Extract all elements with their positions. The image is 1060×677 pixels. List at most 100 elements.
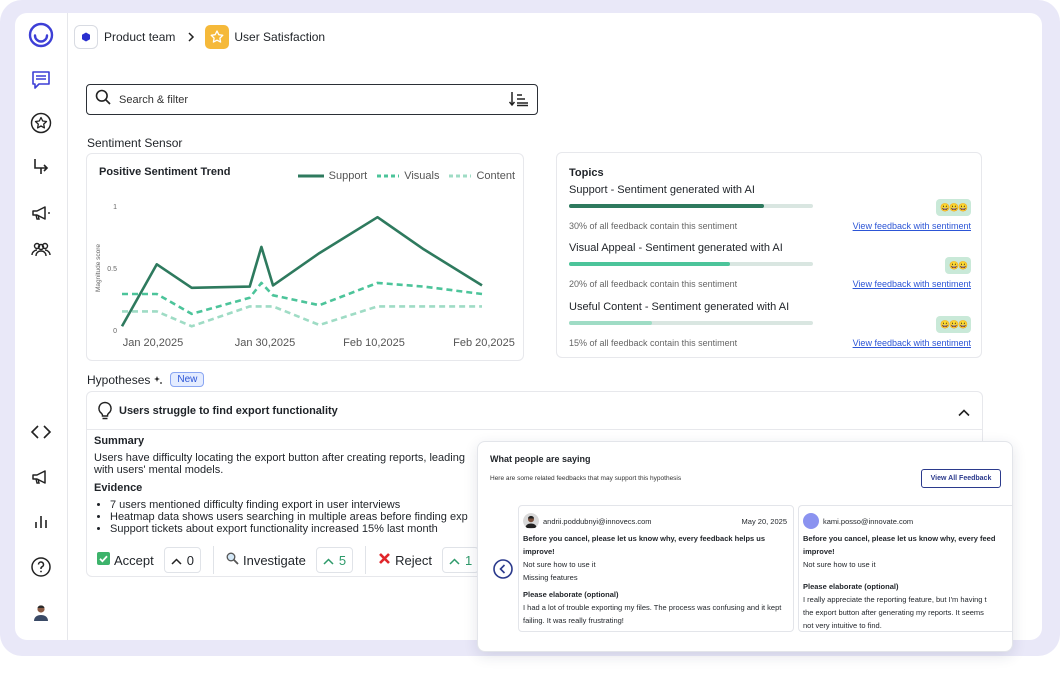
- investigate-button[interactable]: Investigate: [226, 552, 306, 568]
- breadcrumb-chevron-icon: [187, 30, 195, 45]
- feedback-answer: I had a lot of trouble exporting my file…: [523, 603, 782, 625]
- chevron-up-icon[interactable]: [958, 404, 970, 422]
- chevron-left-icon: [493, 559, 513, 579]
- legend-visuals: Visuals: [377, 170, 440, 182]
- x-tick-label: Feb 10,2025: [343, 337, 405, 349]
- emoji-badge: 😀😀: [945, 257, 971, 274]
- sentiment-trend-chart: 0 0.5 1 Magnitude score Jan 20,2025 Jan 30,20…: [95, 204, 515, 349]
- lightbulb-icon: [96, 401, 114, 426]
- help-icon[interactable]: [27, 553, 55, 581]
- evidence-item: Support tickets about export functionali…: [110, 523, 514, 535]
- feedback-card[interactable]: andrii.poddubnyi@innovecs.com May 20, 20…: [518, 505, 794, 632]
- feedback-chat-icon[interactable]: [27, 66, 55, 94]
- star-icon: [205, 25, 230, 49]
- summary-heading: Summary: [94, 435, 145, 447]
- feedback-answer: Not sure how to use it: [523, 560, 596, 569]
- new-badge: New: [170, 372, 205, 387]
- code-icon[interactable]: [27, 418, 55, 446]
- feedback-answer: Missing features: [523, 573, 578, 582]
- series-line-content: [122, 305, 482, 328]
- hypothesis-header[interactable]: Users struggle to find export functional…: [87, 392, 982, 430]
- accept-button[interactable]: Accept: [97, 552, 154, 568]
- users-icon[interactable]: [27, 235, 55, 263]
- megaphone-icon[interactable]: [27, 199, 55, 227]
- topic-progress-track: [569, 262, 813, 266]
- feedback-email: kami.posso@innovate.com: [823, 516, 914, 526]
- sort-icon[interactable]: [508, 91, 529, 112]
- chevron-up-icon: [171, 553, 182, 568]
- topic-useful-content: Useful Content - Sentiment generated wit…: [569, 301, 971, 359]
- legend-support: Support: [297, 170, 368, 182]
- sidebar: [15, 13, 68, 640]
- avatar: [523, 513, 539, 529]
- feedback-question: Before you cancel, please let us know wh…: [523, 534, 766, 556]
- x-tick-label: Jan 20,2025: [123, 337, 184, 349]
- y-tick-label: 1: [113, 204, 117, 211]
- breadcrumb-team[interactable]: Product team: [104, 30, 176, 44]
- feedback-question: Please elaborate (optional): [803, 582, 899, 591]
- chevron-up-icon: [449, 553, 460, 568]
- topic-share: 20% of all feedback contain this sentime…: [569, 279, 738, 289]
- topic-share: 30% of all feedback contain this sentime…: [569, 221, 738, 231]
- chart-legend: Support Visuals Content: [288, 170, 515, 182]
- series-line-visuals: [122, 281, 483, 316]
- topic-progress-track: [569, 204, 813, 208]
- sparkle-icon: [154, 373, 163, 387]
- popup-title: What people are saying: [490, 454, 591, 464]
- topic-progress-fill: [569, 204, 765, 208]
- accept-vote-button[interactable]: 0: [163, 547, 201, 573]
- feedback-answer: I really appreciate the reporting featur…: [803, 595, 987, 604]
- legend-content: Content: [449, 170, 515, 182]
- route-arrow-icon[interactable]: [27, 153, 55, 181]
- view-feedback-link[interactable]: View feedback with sentiment: [852, 279, 971, 289]
- search-input[interactable]: [119, 93, 499, 106]
- chart-title: Positive Sentiment Trend: [99, 166, 231, 178]
- feedback-question: Please elaborate (optional): [523, 590, 619, 599]
- search-bar: [86, 84, 538, 115]
- evidence-list: 7 users mentioned difficulty finding exp…: [94, 499, 514, 535]
- y-axis-label: Magnitude score: [95, 244, 102, 292]
- feedback-answer: Not sure how to use it: [803, 560, 876, 569]
- view-all-feedback-button[interactable]: View All Feedback: [921, 469, 1001, 488]
- search-icon: [95, 89, 111, 110]
- investigate-vote-button[interactable]: 5: [315, 547, 354, 573]
- view-feedback-link[interactable]: View feedback with sentiment: [852, 338, 971, 348]
- reject-count: 1: [464, 552, 473, 568]
- topic-share: 15% of all feedback contain this sentime…: [569, 338, 738, 348]
- hypothesis-actions: Accept 0 Investigate 5: [97, 546, 480, 574]
- magnifier-icon: [226, 552, 239, 568]
- popup-subtitle: Here are some related feedbacks that may…: [490, 475, 682, 482]
- carousel-prev-button[interactable]: [493, 559, 513, 584]
- evidence-item: Heatmap data shows users searching in mu…: [110, 511, 514, 523]
- topic-progress-track: [569, 321, 813, 325]
- avatar: [803, 513, 819, 529]
- divider: [365, 546, 367, 574]
- feedback-answer: not very intuitive to find.: [803, 621, 882, 630]
- breadcrumb: Product team User Satisfaction: [74, 24, 325, 50]
- divider: [212, 546, 214, 574]
- emoji-badge: 😀😀😀: [936, 316, 971, 333]
- view-feedback-link[interactable]: View feedback with sentiment: [852, 221, 971, 231]
- topic-progress-fill: [569, 321, 652, 325]
- feedback-popup: What people are saying Here are some rel…: [477, 441, 1013, 652]
- reject-button[interactable]: Reject: [378, 552, 432, 568]
- feedback-question: improve!: [803, 547, 835, 556]
- y-tick-label: 0.5: [107, 266, 117, 273]
- user-avatar[interactable]: [27, 598, 55, 626]
- app-logo-icon[interactable]: [27, 21, 55, 49]
- reject-vote-button[interactable]: 1: [441, 547, 480, 573]
- analytics-bars-icon[interactable]: [27, 508, 55, 536]
- emoji-badge: 😀😀😀: [936, 199, 971, 216]
- investigate-count: 5: [338, 552, 347, 568]
- app-window: Product team User Satisfaction Sentiment…: [15, 13, 1042, 640]
- evidence-item: 7 users mentioned difficulty finding exp…: [110, 499, 514, 511]
- star-circle-icon[interactable]: [27, 109, 55, 137]
- series-line-support: [120, 215, 483, 327]
- team-logo-icon[interactable]: [74, 25, 98, 49]
- topics-title: Topics: [569, 167, 604, 179]
- feedback-card[interactable]: kami.posso@innovate.com Before you cance…: [798, 505, 1012, 632]
- x-tick-label: Jan 30,2025: [235, 337, 296, 349]
- announcement-icon[interactable]: [27, 463, 55, 491]
- hypotheses-label: Hypotheses New: [87, 372, 205, 387]
- summary-text: Users have difficulty locating the expor…: [94, 452, 465, 476]
